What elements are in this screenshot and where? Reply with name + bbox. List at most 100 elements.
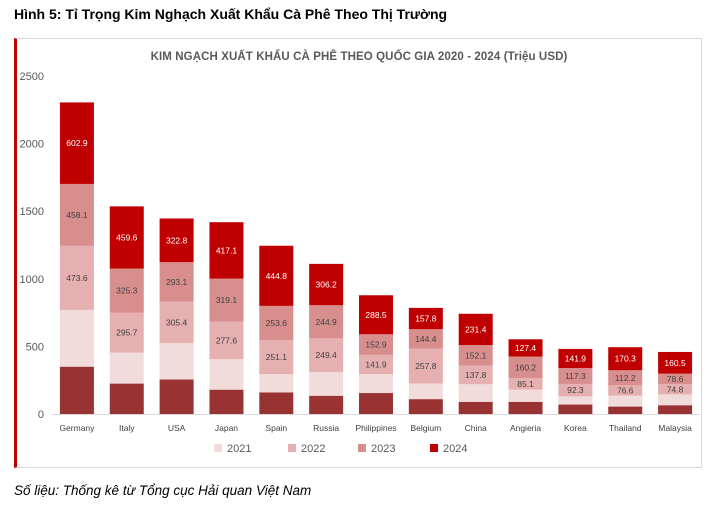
data-label: 602.9 [66, 138, 88, 148]
y-tick-label: 2500 [20, 71, 44, 83]
data-label: 141.9 [365, 360, 387, 370]
bar-segment [508, 401, 543, 414]
data-label: 160.5 [664, 358, 686, 368]
bar-segment [558, 368, 593, 384]
x-tick-label: Philippines [355, 423, 396, 433]
y-tick-label: 1500 [20, 206, 44, 218]
bar-segment [359, 374, 393, 394]
bar-segment [159, 218, 194, 263]
x-tick-label: Malaysia [658, 423, 692, 433]
bar-segment [309, 263, 344, 306]
bar-segment [109, 312, 144, 353]
bar-segment [309, 305, 344, 339]
bar-segment [608, 370, 643, 386]
bar-segment [259, 374, 294, 393]
data-label: 231.4 [465, 324, 487, 334]
bar-segment [558, 348, 593, 369]
bar-segment [359, 354, 393, 375]
data-label: 257.8 [415, 361, 437, 371]
bar-segment [159, 301, 194, 344]
data-label: 305.4 [166, 317, 188, 327]
data-label: 152.1 [465, 350, 487, 360]
bar-segment [608, 395, 643, 407]
legend-label: 2022 [301, 443, 325, 455]
data-label: 288.5 [365, 310, 387, 320]
bar-segment [209, 321, 244, 360]
data-label: 74.8 [667, 384, 684, 394]
bar-segment [159, 343, 194, 380]
legend-label: 2021 [227, 443, 251, 455]
x-tick-label: China [465, 423, 487, 433]
bar-segment [159, 379, 194, 414]
bar-segment [209, 222, 244, 279]
x-tick-label: USA [168, 423, 186, 433]
bar-segment [458, 365, 493, 385]
data-label: 141.9 [565, 353, 587, 363]
bar-segment [508, 339, 543, 357]
bar-segment [608, 347, 643, 371]
data-label: 253.6 [266, 318, 288, 328]
bar-segment [259, 305, 294, 341]
bar-segment [209, 389, 244, 414]
data-label: 157.8 [415, 314, 437, 324]
data-label: 244.9 [316, 317, 338, 327]
figure-title: Hình 5: Tỉ Trọng Kim Nghạch Xuất Khẩu Cà… [14, 6, 448, 22]
bar-segment [59, 183, 94, 246]
data-label: 137.8 [465, 370, 487, 380]
y-tick-label: 2000 [20, 139, 44, 151]
x-tick-label: Angieria [510, 423, 541, 433]
bar-segment [309, 395, 344, 414]
bar-segment [159, 262, 194, 302]
bar-segment [608, 406, 643, 414]
bar-segment [408, 383, 443, 400]
bar-segment [109, 383, 144, 414]
bar-segment [608, 385, 643, 396]
data-label: 319.1 [216, 295, 238, 305]
x-tick-label: Korea [564, 423, 587, 433]
data-label: 152.9 [365, 340, 387, 350]
bar-segment [359, 393, 393, 414]
data-label: 293.1 [166, 277, 188, 287]
chart-title: KIM NGẠCH XUẤT KHẨU CÀ PHÊ THEO QUỐC GIA… [150, 51, 568, 63]
bar-segment [408, 348, 443, 384]
data-label: 444.8 [266, 271, 288, 281]
bar-segment [658, 384, 693, 395]
data-label: 249.4 [316, 350, 338, 360]
bar-segment [508, 378, 543, 390]
data-label: 251.1 [266, 352, 288, 362]
bar-segment [59, 245, 94, 310]
bar-segment [109, 268, 144, 313]
data-label: 277.6 [216, 335, 238, 345]
bar-segment [658, 394, 693, 406]
bar-segment [508, 356, 543, 379]
x-tick-label: Belgium [410, 423, 441, 433]
data-label: 306.2 [316, 280, 338, 290]
bar-segment [359, 295, 393, 335]
data-label: 160.2 [515, 362, 537, 372]
bar-segment [458, 401, 493, 414]
data-label: 78.6 [667, 374, 684, 384]
data-label: 473.6 [66, 273, 88, 283]
y-tick-label: 500 [26, 341, 44, 353]
bar-segment [259, 245, 294, 306]
data-label: 112.2 [615, 373, 636, 383]
data-label: 92.3 [567, 385, 584, 395]
bar-segment [59, 366, 94, 414]
data-label: 85.1 [517, 379, 534, 389]
bar-segment [408, 399, 443, 414]
x-tick-label: Russia [313, 423, 339, 433]
bar-segment [59, 309, 94, 367]
data-label: 295.7 [116, 327, 138, 337]
data-label: 325.3 [116, 286, 138, 296]
bar-segment [658, 405, 693, 414]
legend-label: 2024 [443, 443, 467, 455]
x-tick-label: Thailand [609, 423, 642, 433]
bar-segment [259, 340, 294, 375]
data-label: 144.4 [415, 334, 437, 344]
x-tick-label: Italy [119, 423, 135, 433]
bar-segment [658, 351, 693, 374]
bar-segment [458, 313, 493, 346]
bar-segment [558, 383, 593, 397]
data-label: 170.3 [615, 354, 637, 364]
